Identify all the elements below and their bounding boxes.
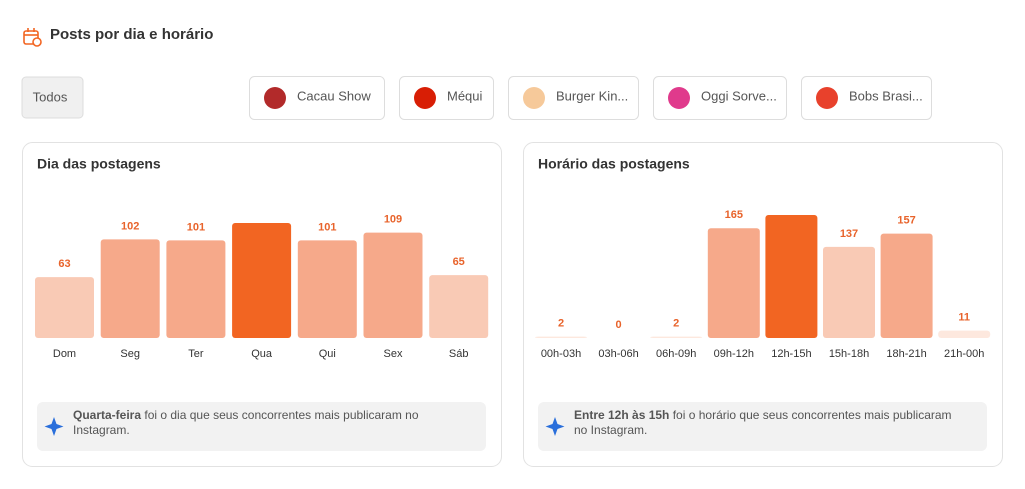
bar bbox=[535, 336, 587, 338]
value-label: 11 bbox=[958, 312, 970, 324]
insight-text: no Instagram. bbox=[574, 423, 647, 437]
bar bbox=[166, 240, 226, 338]
bar bbox=[650, 336, 703, 338]
filter-label[interactable]: Oggi Sorve... bbox=[701, 88, 777, 103]
x-tick-label: Dom bbox=[53, 348, 76, 360]
x-tick-label: Seg bbox=[120, 348, 140, 360]
insight-text: foi o horário que seus concorrentes mais… bbox=[669, 408, 951, 422]
x-tick-label: Ter bbox=[188, 348, 204, 360]
x-tick-label: 12h-15h bbox=[771, 348, 811, 360]
value-label: 0 bbox=[616, 319, 622, 331]
value-label: 65 bbox=[453, 256, 465, 268]
bar bbox=[297, 240, 357, 338]
insight-text: foi o dia que seus concorrentes mais pub… bbox=[141, 408, 419, 422]
x-tick-label: Qua bbox=[251, 348, 273, 360]
x-tick-label: 18h-21h bbox=[886, 348, 926, 360]
value-label: 109 bbox=[384, 214, 402, 226]
filter-button[interactable] bbox=[508, 76, 639, 120]
x-tick-label: 15h-18h bbox=[829, 348, 869, 360]
page-title: Posts por dia e horário bbox=[50, 26, 213, 43]
card-title: Dia das postagens bbox=[37, 156, 161, 172]
bar bbox=[363, 232, 423, 338]
filter-button[interactable] bbox=[249, 76, 385, 120]
insight-highlight: Quarta-feira bbox=[73, 408, 141, 422]
bar bbox=[429, 275, 489, 338]
x-tick-label: Sáb bbox=[449, 348, 469, 360]
x-tick-label: 00h-03h bbox=[541, 348, 581, 360]
brand-icon bbox=[414, 87, 436, 109]
insight-box bbox=[538, 402, 987, 451]
bar bbox=[880, 233, 933, 338]
calendar-icon bbox=[23, 28, 42, 47]
insight-text: Entre 12h às 15h foi o horário que seus … bbox=[574, 408, 952, 422]
value-label: 63 bbox=[58, 258, 70, 270]
sparkle-icon bbox=[44, 417, 64, 436]
insight-highlight: Entre 12h às 15h bbox=[574, 408, 669, 422]
value-label: 101 bbox=[187, 221, 205, 233]
bar bbox=[100, 239, 160, 338]
brand-icon bbox=[668, 87, 690, 109]
x-tick-label: 06h-09h bbox=[656, 348, 696, 360]
bar bbox=[35, 277, 94, 338]
brand-icon bbox=[816, 87, 838, 109]
filter-button[interactable] bbox=[21, 76, 84, 119]
value-label: 165 bbox=[725, 209, 743, 221]
x-tick-label: 03h-06h bbox=[598, 348, 638, 360]
insight-box bbox=[37, 402, 486, 451]
value-label: 102 bbox=[121, 220, 139, 232]
x-tick-label: 21h-00h bbox=[944, 348, 984, 360]
bar bbox=[232, 223, 292, 338]
filter-button[interactable] bbox=[801, 76, 932, 120]
filter-label[interactable]: Burger Kin... bbox=[556, 88, 628, 103]
value-label: 2 bbox=[558, 318, 564, 330]
x-tick-label: Qui bbox=[319, 348, 336, 360]
value-label: 157 bbox=[897, 215, 915, 227]
filter-label[interactable]: Méqui bbox=[447, 88, 483, 103]
insight-text: Quarta-feira foi o dia que seus concorre… bbox=[73, 408, 419, 422]
card bbox=[523, 142, 1003, 467]
insight-text: Instagram. bbox=[73, 423, 130, 437]
bar bbox=[707, 228, 760, 338]
bar bbox=[823, 246, 875, 338]
bar bbox=[765, 215, 818, 338]
bar bbox=[938, 330, 991, 338]
filter-label[interactable]: Bobs Brasi... bbox=[849, 88, 923, 103]
value-label: 137 bbox=[840, 228, 858, 240]
card-title: Horário das postagens bbox=[538, 156, 690, 172]
value-label: 2 bbox=[673, 318, 679, 330]
brand-icon bbox=[523, 87, 545, 109]
filter-button[interactable] bbox=[653, 76, 787, 120]
brand-icon bbox=[264, 87, 286, 109]
x-tick-label: 09h-12h bbox=[714, 348, 754, 360]
x-tick-label: Sex bbox=[384, 348, 403, 360]
filter-label[interactable]: Todos bbox=[33, 89, 68, 104]
filter-label[interactable]: Cacau Show bbox=[297, 88, 371, 103]
value-label: 101 bbox=[318, 221, 336, 233]
sparkle-icon bbox=[545, 417, 565, 436]
